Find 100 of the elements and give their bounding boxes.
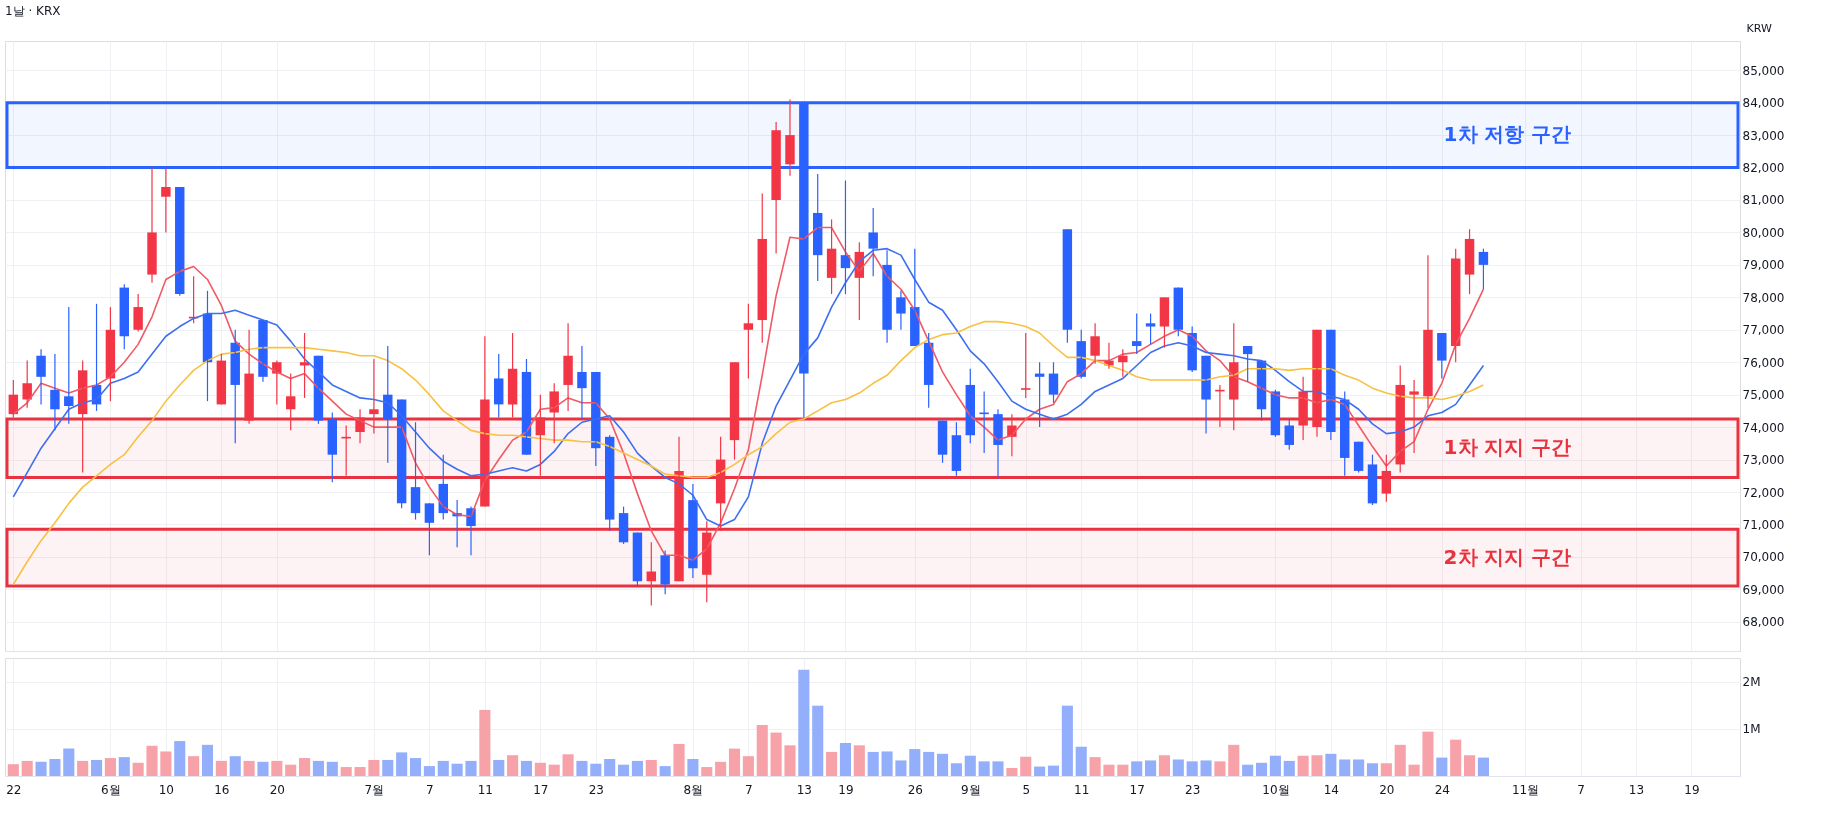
bar <box>798 669 810 776</box>
band-label: 1차 저항 구간 <box>1443 122 1572 147</box>
x-tick-label: 23 <box>588 782 604 797</box>
bar <box>770 732 782 776</box>
y-tick-label: 71,000 <box>1742 517 1785 532</box>
line-series <box>12 320 1485 586</box>
bar <box>1172 759 1184 776</box>
candlestick <box>64 306 74 425</box>
bar <box>1214 761 1226 776</box>
x-tick-label: 7 <box>426 782 434 797</box>
y-tick-label: 78,000 <box>1742 290 1785 305</box>
bar <box>1228 744 1240 776</box>
bar <box>742 756 754 776</box>
bar <box>964 755 976 776</box>
bar <box>90 759 103 776</box>
bar <box>1394 744 1406 776</box>
candlestick <box>549 382 559 444</box>
bar <box>673 743 685 776</box>
candlestick <box>22 360 32 409</box>
y-tick-label: 79,000 <box>1742 258 1785 273</box>
bar <box>409 758 422 776</box>
x-tick-label: 19 <box>838 782 854 797</box>
x-tick-label: 11 <box>1074 782 1090 797</box>
bar <box>590 763 602 776</box>
bar <box>1450 739 1462 776</box>
bar <box>950 763 962 776</box>
bar <box>174 741 186 776</box>
chart-title: 1날 · KRX <box>5 4 61 18</box>
bar <box>826 751 838 776</box>
bar <box>1311 755 1323 776</box>
x-tick-label: 7월 <box>364 782 385 797</box>
bar <box>728 748 741 776</box>
bar <box>1464 755 1476 776</box>
bar <box>1325 753 1337 776</box>
bar <box>881 751 893 776</box>
x-tick-label: 13 <box>796 782 812 797</box>
y-tick-label: 69,000 <box>1742 582 1785 597</box>
x-tick-label: 19 <box>1684 782 1700 797</box>
bar <box>465 760 477 776</box>
bar <box>1117 764 1129 776</box>
bar <box>812 705 824 776</box>
bar <box>978 761 990 776</box>
x-tick-label: 9월 <box>960 782 981 797</box>
candlestick <box>1145 312 1156 345</box>
y-tick-label: 77,000 <box>1742 323 1785 338</box>
x-tick-label: 16 <box>214 782 230 797</box>
y-tick-label: 73,000 <box>1742 453 1785 468</box>
candlestick <box>868 207 878 277</box>
bar <box>1242 764 1254 776</box>
bar <box>146 745 158 776</box>
bar <box>1103 764 1115 776</box>
bar <box>49 759 61 776</box>
y-tick-label: 84,000 <box>1742 96 1785 111</box>
bar <box>923 751 935 776</box>
y-tick-label: 80,000 <box>1742 225 1785 240</box>
bar <box>368 759 380 776</box>
bar <box>604 759 616 776</box>
band-label: 1차 지지 구간 <box>1443 435 1572 460</box>
x-tick-label: 20 <box>1379 782 1395 797</box>
bar <box>63 748 75 776</box>
y-tick-label: 1M <box>1742 722 1761 737</box>
x-tick-label: 17 <box>533 782 549 797</box>
x-tick-label: 14 <box>1323 782 1340 797</box>
bar <box>1158 755 1170 776</box>
x-tick-label: 17 <box>1129 782 1145 797</box>
bar <box>201 744 214 776</box>
bar <box>909 749 921 776</box>
bar <box>1186 761 1198 776</box>
bar <box>285 764 297 776</box>
bar <box>326 761 338 776</box>
bar <box>1477 757 1489 776</box>
bar <box>451 763 463 776</box>
bar <box>936 753 949 776</box>
candlestick <box>1021 332 1031 399</box>
bar <box>340 767 352 776</box>
bar <box>715 761 727 776</box>
bar <box>382 759 394 776</box>
x-tick-label: 11월 <box>1511 782 1540 797</box>
bar <box>1047 765 1060 776</box>
x-tick-label: 22 <box>6 782 22 797</box>
x-tick-label: 8월 <box>683 782 704 797</box>
x-tick-label: 10 <box>158 782 175 797</box>
bar <box>104 758 116 776</box>
bar <box>1089 757 1101 776</box>
y-tick-label: 74,000 <box>1742 420 1785 435</box>
bar <box>229 756 241 776</box>
bar <box>1061 705 1073 776</box>
bar <box>1283 760 1295 776</box>
x-tick-label: 10월 <box>1262 782 1290 797</box>
bar <box>1353 759 1365 776</box>
bar <box>1034 766 1046 776</box>
bar <box>548 764 560 776</box>
x-tick-label: 20 <box>269 782 285 797</box>
y-tick-label: 72,000 <box>1742 485 1785 500</box>
bar <box>867 751 879 776</box>
bar <box>354 767 366 776</box>
bar <box>895 760 907 776</box>
y-tick-label: 68,000 <box>1742 615 1785 630</box>
bar <box>1408 764 1420 776</box>
y-tick-label: 76,000 <box>1742 355 1785 370</box>
